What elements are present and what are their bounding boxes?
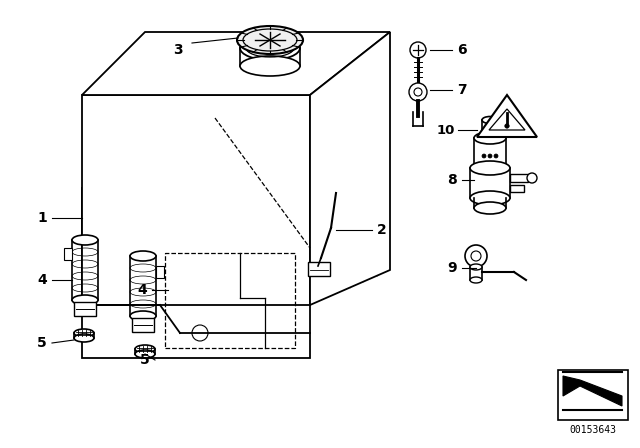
Ellipse shape bbox=[470, 264, 482, 270]
Ellipse shape bbox=[72, 295, 98, 305]
Text: 2: 2 bbox=[377, 223, 387, 237]
Ellipse shape bbox=[474, 132, 506, 144]
Bar bbox=[132, 318, 154, 332]
Ellipse shape bbox=[74, 334, 94, 342]
Bar bbox=[74, 302, 96, 316]
Text: 10: 10 bbox=[437, 124, 455, 137]
Ellipse shape bbox=[237, 26, 303, 54]
Polygon shape bbox=[82, 143, 310, 358]
Ellipse shape bbox=[474, 162, 506, 174]
Text: 6: 6 bbox=[457, 43, 467, 57]
Polygon shape bbox=[563, 376, 622, 406]
Polygon shape bbox=[82, 95, 310, 305]
Text: 5: 5 bbox=[140, 353, 150, 367]
Bar bbox=[156, 266, 164, 278]
Text: 4: 4 bbox=[37, 273, 47, 287]
Circle shape bbox=[494, 154, 498, 158]
Ellipse shape bbox=[240, 36, 300, 60]
Text: 1: 1 bbox=[37, 211, 47, 225]
Circle shape bbox=[482, 154, 486, 158]
Polygon shape bbox=[477, 95, 537, 137]
Bar bbox=[308, 262, 330, 276]
Text: 00153643: 00153643 bbox=[570, 425, 616, 435]
Bar bbox=[64, 248, 72, 260]
Circle shape bbox=[465, 245, 487, 267]
Text: 7: 7 bbox=[457, 83, 467, 97]
Ellipse shape bbox=[135, 350, 155, 358]
Circle shape bbox=[409, 83, 427, 101]
Ellipse shape bbox=[470, 277, 482, 283]
Bar bbox=[510, 174, 528, 182]
Circle shape bbox=[488, 154, 492, 158]
Ellipse shape bbox=[72, 235, 98, 245]
Bar bbox=[510, 185, 524, 192]
Polygon shape bbox=[310, 32, 390, 305]
Circle shape bbox=[505, 124, 509, 128]
Circle shape bbox=[527, 173, 537, 183]
Ellipse shape bbox=[474, 202, 506, 214]
Ellipse shape bbox=[482, 134, 498, 142]
Text: 8: 8 bbox=[447, 173, 457, 187]
Text: 4: 4 bbox=[137, 283, 147, 297]
Ellipse shape bbox=[135, 345, 155, 353]
Polygon shape bbox=[82, 32, 390, 95]
Ellipse shape bbox=[74, 329, 94, 337]
Bar bbox=[558, 370, 628, 420]
Ellipse shape bbox=[470, 191, 510, 205]
Text: 5: 5 bbox=[37, 336, 47, 350]
Text: 3: 3 bbox=[173, 43, 183, 57]
Ellipse shape bbox=[130, 311, 156, 321]
Ellipse shape bbox=[240, 56, 300, 76]
Ellipse shape bbox=[130, 251, 156, 261]
Text: 9: 9 bbox=[447, 261, 457, 275]
Circle shape bbox=[410, 42, 426, 58]
Ellipse shape bbox=[482, 116, 498, 124]
Ellipse shape bbox=[470, 161, 510, 175]
